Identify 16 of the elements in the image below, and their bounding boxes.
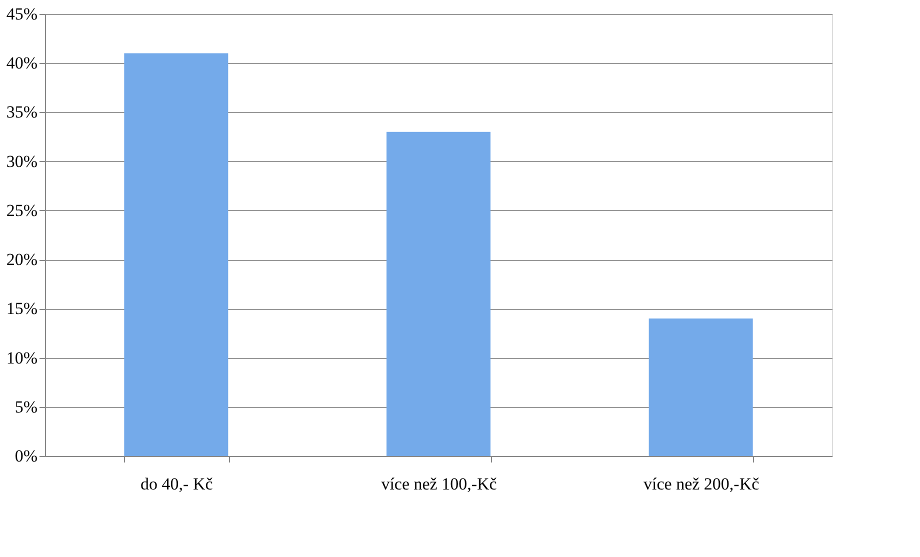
- y-tick-label: 30%: [6, 152, 38, 171]
- y-tick-label: 35%: [6, 102, 38, 122]
- x-tick-label: více než 200,-Kč: [644, 474, 760, 494]
- y-tick-label: 15%: [6, 299, 38, 318]
- y-tick-label: 25%: [6, 200, 38, 220]
- y-tick-label: 20%: [6, 250, 38, 270]
- y-tick-label: 40%: [6, 54, 38, 73]
- x-tick-label: více než 100,-Kč: [381, 474, 498, 494]
- y-tick-label: 0%: [14, 446, 38, 466]
- x-tick-label: do 40,- Kč: [140, 474, 214, 494]
- y-tick-label: 5%: [14, 397, 38, 416]
- y-tick-label: 45%: [6, 4, 38, 24]
- bar: [386, 132, 490, 456]
- bar: [124, 53, 228, 456]
- bar: [648, 318, 753, 456]
- y-tick-label: 10%: [6, 348, 38, 368]
